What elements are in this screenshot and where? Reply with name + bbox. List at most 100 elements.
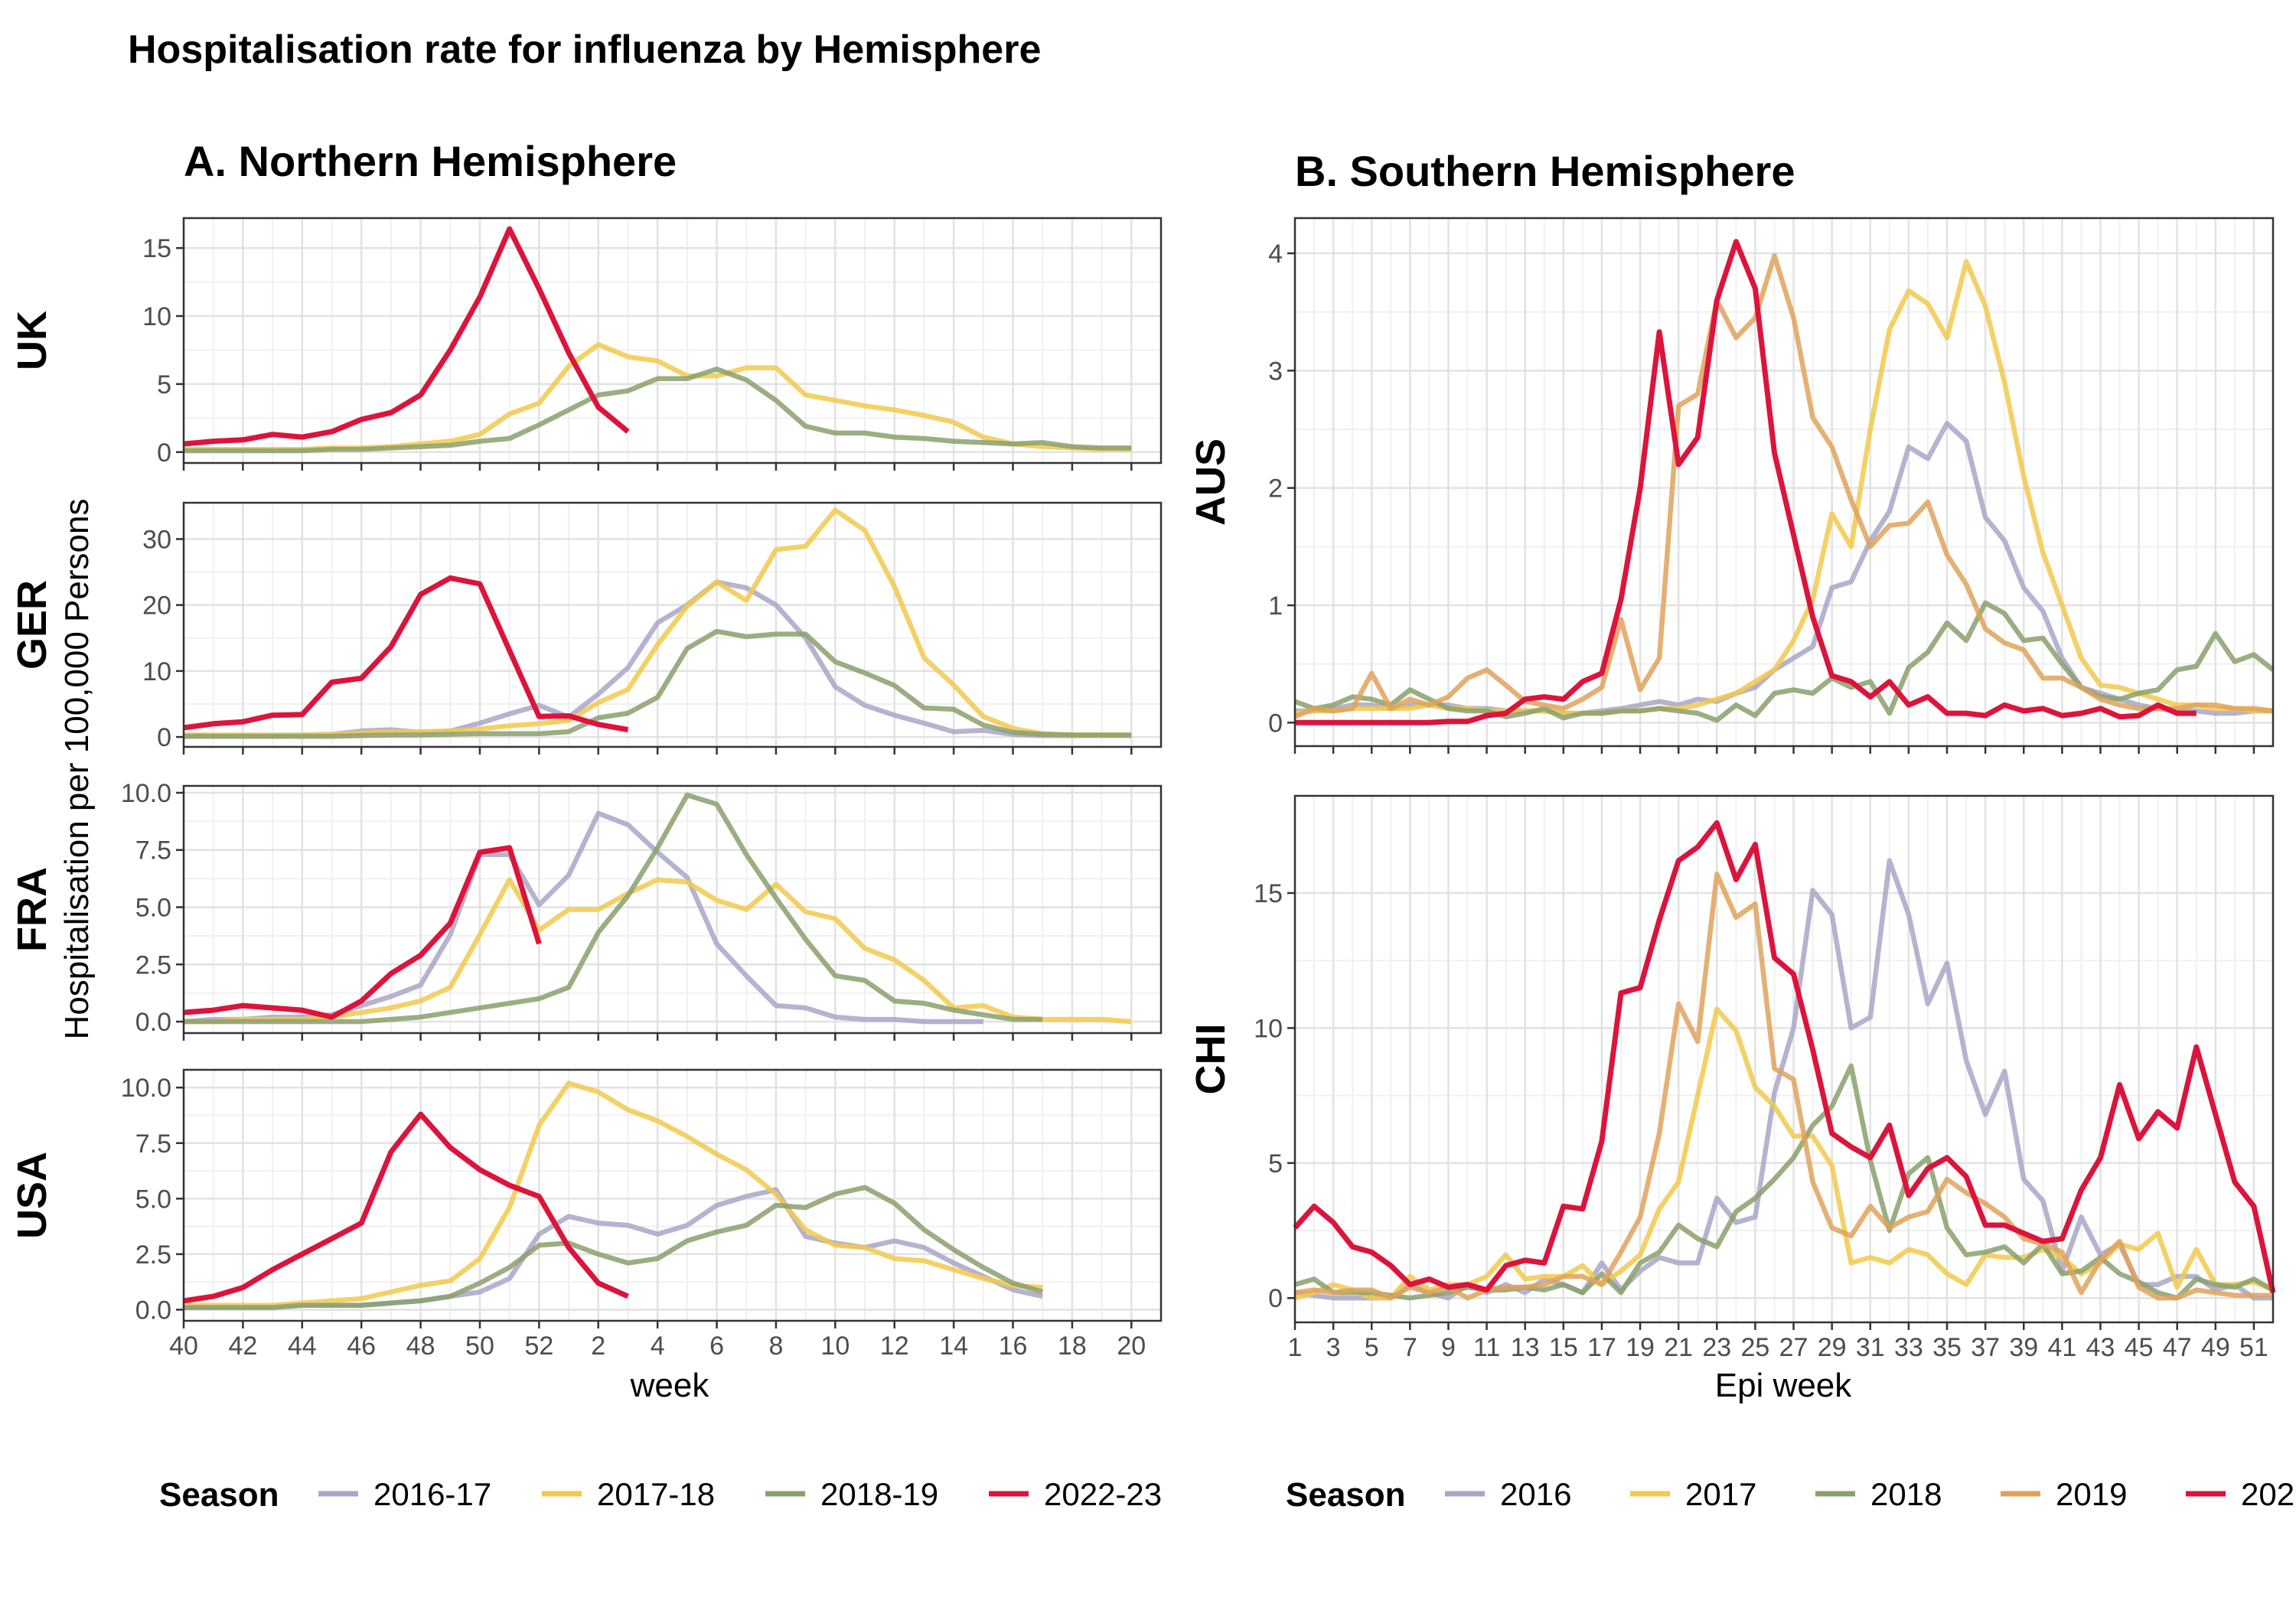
x-tick-label: 49 <box>2201 1333 2230 1362</box>
y-tick-label: 3 <box>1268 357 1283 386</box>
legend-label-2018-19: 2018-19 <box>820 1476 938 1512</box>
y-axis-label: Hospitalisation per 100,000 Persons <box>58 499 96 1040</box>
x-tick-label: 31 <box>1856 1333 1885 1362</box>
y-tick-label: 5.0 <box>135 894 171 923</box>
y-tick-label: 0 <box>1268 1284 1283 1313</box>
x-tick-label: 29 <box>1818 1333 1847 1362</box>
legend-label-2017-18: 2017-18 <box>597 1476 715 1512</box>
facet-background <box>184 1070 1161 1321</box>
x-axis-label-south: Epi week <box>1715 1367 1853 1404</box>
series-line-uk-2022-23 <box>183 226 630 447</box>
country-label-usa: USA <box>9 1152 55 1239</box>
x-tick-label: 7 <box>1403 1333 1417 1362</box>
x-tick-label: 2 <box>591 1332 605 1361</box>
legend-south: Season 2016 2017 2018 2019 2022 <box>1286 1476 2296 1514</box>
chart-legends: Season 2016-17 2017-18 2018-19 2022-23 Season… <box>159 1476 2296 1514</box>
legend-north: Season 2016-17 2017-18 2018-19 2022-23 <box>159 1476 1162 1514</box>
y-tick-label: 2.5 <box>135 950 171 980</box>
y-tick-label: 15 <box>142 234 171 263</box>
y-tick-label: 2 <box>1268 474 1283 504</box>
facet-border <box>182 501 1163 748</box>
x-tick-label: 43 <box>2086 1333 2115 1362</box>
y-tick-label: 10 <box>1254 1014 1283 1043</box>
facet-border <box>182 217 1163 464</box>
x-tick-label: 21 <box>1664 1333 1693 1362</box>
x-tick-label: 47 <box>2163 1333 2192 1362</box>
y-tick-label: 5 <box>1268 1149 1283 1178</box>
y-tick-label: 0.0 <box>135 1008 171 1037</box>
legend-title: Season <box>159 1476 279 1514</box>
facet-south-aus: 0 1 2 3 4 AUS <box>1188 217 2275 754</box>
x-tick-label: 10 <box>820 1332 850 1361</box>
x-tick-label: 3 <box>1326 1333 1341 1362</box>
x-tick-label: 51 <box>2239 1333 2268 1362</box>
series-line-fra-2018-19 <box>184 792 1043 1025</box>
x-tick-label: 37 <box>1971 1333 2000 1362</box>
x-tick-label: 23 <box>1702 1333 1731 1362</box>
x-tick-label: 45 <box>2125 1333 2154 1362</box>
facet-border <box>1293 794 2275 1324</box>
x-tick-label: 25 <box>1740 1333 1769 1362</box>
x-tick-label: 15 <box>1549 1333 1578 1362</box>
y-tick-label: 10.0 <box>121 1074 171 1103</box>
x-tick-label: 39 <box>2009 1333 2038 1362</box>
country-label-chi: CHI <box>1188 1024 1234 1095</box>
x-tick-label: 40 <box>169 1332 198 1361</box>
y-tick-label: 7.5 <box>135 836 171 865</box>
y-tick-label: 4 <box>1268 240 1283 269</box>
x-tick-label: 8 <box>768 1332 783 1361</box>
facet-background <box>184 218 1161 463</box>
legend-label-2018: 2018 <box>1870 1476 1942 1512</box>
y-tick-label: 10.0 <box>121 779 171 808</box>
country-label-ger: GER <box>9 580 55 670</box>
x-tick-label: 48 <box>406 1332 435 1361</box>
facet-border <box>1293 217 2275 748</box>
x-tick-label: 33 <box>1894 1333 1923 1362</box>
x-tick-label: 42 <box>228 1332 257 1361</box>
x-tick-label: 1 <box>1288 1333 1303 1362</box>
x-tick-label: 44 <box>288 1332 317 1361</box>
x-tick-label: 12 <box>880 1332 909 1361</box>
y-tick-label: 2.5 <box>135 1240 171 1270</box>
y-tick-label: 0 <box>1268 709 1283 738</box>
series-line-aus-2018 <box>1293 600 2275 723</box>
x-tick-label: 46 <box>347 1332 376 1361</box>
chart-panels: 051015UK0102030GER0.02.55.07.510.0FRA0.0… <box>9 217 2276 1362</box>
y-tick-label: 5.0 <box>135 1185 171 1214</box>
x-tick-label: 4 <box>651 1332 665 1361</box>
facet-north-fra: 0.0 2.5 5.0 7.5 10.0 FRA <box>9 779 1163 1041</box>
x-tick-label: 17 <box>1587 1333 1616 1362</box>
x-tick-label: 11 <box>1473 1333 1500 1362</box>
y-tick-label: 10 <box>142 302 171 331</box>
legend-label-2022-23: 2022-23 <box>1044 1476 1162 1512</box>
facet-north-uk: 0 5 10 15 UK <box>9 217 1163 471</box>
x-tick-label: 13 <box>1511 1333 1540 1362</box>
series-line-ger-2018-19 <box>184 628 1132 739</box>
x-tick-label: 50 <box>465 1332 494 1361</box>
y-tick-label: 7.5 <box>135 1129 171 1159</box>
series-line-chi-2019 <box>1294 872 2273 1301</box>
facet-north-usa: 0.02.55.07.510.040 42 44 46 48 50 52 2 4 6 8 10 12 14… <box>9 1068 1163 1361</box>
y-tick-label: 0 <box>157 723 171 752</box>
y-tick-label: 20 <box>142 592 171 621</box>
x-tick-label: 27 <box>1779 1333 1808 1362</box>
x-tick-label: 35 <box>1932 1333 1962 1362</box>
series-line-usa-2022-23 <box>183 1111 629 1304</box>
series-line-fra-2022-23 <box>183 845 542 1020</box>
chart-title: Hospitalisation rate for influenza by He… <box>128 28 1041 72</box>
country-label-uk: UK <box>9 311 55 370</box>
series-line-usa-2017-18 <box>184 1081 1043 1308</box>
y-tick-label: 0.0 <box>135 1296 171 1325</box>
x-axis-label-north: week <box>630 1367 710 1404</box>
x-tick-label: 18 <box>1058 1332 1087 1361</box>
x-tick-label: 20 <box>1117 1332 1146 1361</box>
series-line-uk-2018-19 <box>184 367 1132 454</box>
x-tick-label: 52 <box>524 1332 553 1361</box>
x-tick-label: 19 <box>1626 1333 1655 1362</box>
x-tick-label: 9 <box>1441 1333 1456 1362</box>
y-tick-label: 15 <box>1254 879 1283 908</box>
legend-label-2019: 2019 <box>2056 1476 2127 1512</box>
legend-label-2022: 2022 <box>2241 1476 2296 1512</box>
